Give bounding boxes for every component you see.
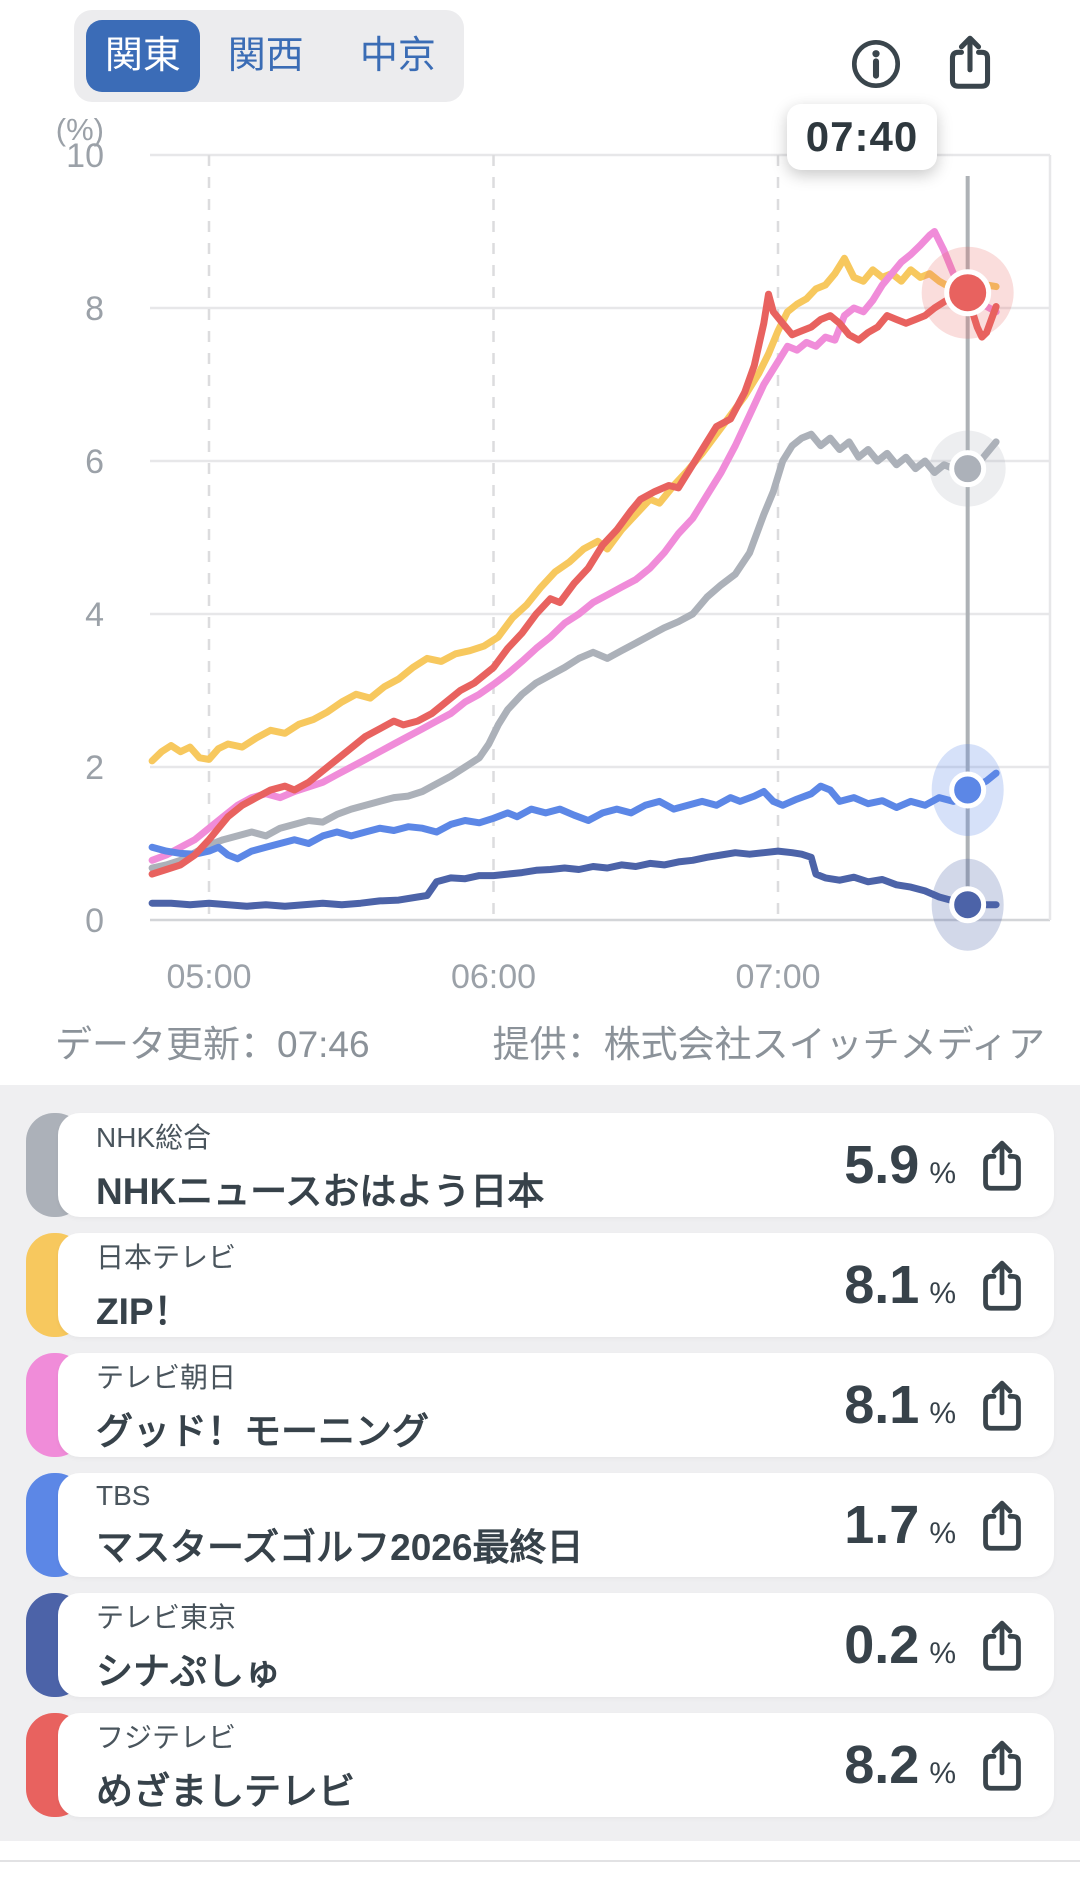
share-icon bbox=[983, 1500, 1021, 1551]
ratings-line-chart[interactable]: 10 8 6 4 2 0 (%) 05:00 06:00 07:00 bbox=[0, 100, 1080, 1000]
rating-value: 8.1 bbox=[844, 1375, 920, 1435]
rating-block: 5.9 % bbox=[844, 1134, 1028, 1196]
y-tick-label: 8 bbox=[85, 290, 104, 328]
x-tick-label: 06:00 bbox=[451, 958, 536, 996]
y-tick-label: 4 bbox=[85, 596, 104, 634]
channel-name: NHK総合 bbox=[96, 1121, 212, 1153]
program-title: ZIP！ bbox=[96, 1290, 191, 1332]
program-card: テレビ朝日 グッド！モーニング 8.1 % bbox=[58, 1353, 1054, 1457]
program-title: マスターズゴルフ2026最終日 bbox=[96, 1526, 584, 1568]
x-tick-label: 05:00 bbox=[166, 958, 251, 996]
tab-kanto[interactable]: 関東 bbox=[86, 20, 200, 92]
program-title: NHKニュースおはよう日本 bbox=[96, 1170, 545, 1212]
program-row[interactable]: テレビ東京 シナぷしゅ 0.2 % bbox=[26, 1593, 1054, 1697]
share-icon bbox=[983, 1620, 1021, 1671]
data-provider-label: 提供：株式会社スイッチメディア bbox=[492, 1024, 1045, 1065]
program-row[interactable]: NHK総合 NHKニュースおはよう日本 5.9 % bbox=[26, 1113, 1054, 1217]
info-icon bbox=[851, 39, 901, 89]
channel-name: TBS bbox=[96, 1479, 151, 1511]
program-row[interactable]: フジテレビ めざましテレビ 8.2 % bbox=[26, 1713, 1054, 1817]
share-program-button[interactable] bbox=[976, 1737, 1028, 1794]
program-title: グッド！モーニング bbox=[96, 1410, 429, 1452]
series-line bbox=[148, 228, 1000, 864]
program-title: シナぷしゅ bbox=[96, 1650, 281, 1692]
program-title: めざましテレビ bbox=[96, 1770, 355, 1812]
program-row[interactable]: 日本テレビ ZIP！ 8.1 % bbox=[26, 1233, 1054, 1337]
bottom-divider bbox=[0, 1860, 1080, 1862]
x-tick-label: 07:00 bbox=[735, 958, 820, 996]
rating-block: 1.7 % bbox=[844, 1494, 1028, 1556]
program-card: NHK総合 NHKニュースおはよう日本 5.9 % bbox=[58, 1113, 1054, 1217]
rating-value: 5.9 bbox=[844, 1135, 920, 1195]
series-line bbox=[148, 289, 1000, 878]
rating-value: 8.1 bbox=[844, 1255, 920, 1315]
share-icon bbox=[983, 1740, 1021, 1791]
share-button[interactable] bbox=[940, 32, 1000, 92]
channel-name: テレビ東京 bbox=[96, 1601, 237, 1633]
y-axis-unit-label: (%) bbox=[56, 112, 104, 147]
rating-block: 8.1 % bbox=[844, 1374, 1028, 1436]
program-card: 日本テレビ ZIP！ 8.1 % bbox=[58, 1233, 1054, 1337]
program-row[interactable]: TBS マスターズゴルフ2026最終日 1.7 % bbox=[26, 1473, 1054, 1577]
region-tabbar: 関東 関西 中京 bbox=[74, 10, 464, 102]
rating-unit: % bbox=[929, 1517, 956, 1550]
channel-name: フジテレビ bbox=[96, 1721, 237, 1753]
rating-unit: % bbox=[929, 1277, 956, 1310]
rating-unit: % bbox=[929, 1757, 956, 1790]
cursor-marker[interactable] bbox=[949, 886, 987, 924]
program-card: TBS マスターズゴルフ2026最終日 1.7 % bbox=[58, 1473, 1054, 1577]
series-line bbox=[148, 769, 1000, 863]
rating-unit: % bbox=[929, 1157, 956, 1190]
series-line bbox=[148, 254, 1000, 765]
tab-kansai[interactable]: 関西 bbox=[200, 20, 332, 92]
share-program-button[interactable] bbox=[976, 1257, 1028, 1314]
share-program-button[interactable] bbox=[976, 1377, 1028, 1434]
share-program-button[interactable] bbox=[976, 1137, 1028, 1194]
rating-value: 8.2 bbox=[844, 1735, 920, 1795]
rating-value: 0.2 bbox=[844, 1615, 920, 1675]
rating-block: 0.2 % bbox=[844, 1614, 1028, 1676]
series-line bbox=[148, 430, 1000, 872]
program-card: テレビ東京 シナぷしゅ 0.2 % bbox=[58, 1593, 1054, 1697]
channel-name: テレビ朝日 bbox=[96, 1361, 237, 1393]
series-line bbox=[148, 847, 1000, 910]
data-updated-label: データ更新：07:46 bbox=[55, 1024, 370, 1065]
share-program-button[interactable] bbox=[976, 1617, 1028, 1674]
rating-block: 8.2 % bbox=[844, 1734, 1028, 1796]
channel-name: 日本テレビ bbox=[96, 1241, 237, 1273]
share-icon bbox=[983, 1260, 1021, 1311]
program-list: NHK総合 NHKニュースおはよう日本 5.9 % bbox=[0, 1085, 1080, 1841]
rating-unit: % bbox=[929, 1397, 956, 1430]
program-row[interactable]: テレビ朝日 グッド！モーニング 8.1 % bbox=[26, 1353, 1054, 1457]
y-tick-label: 6 bbox=[85, 443, 104, 481]
cursor-time-tooltip: 07:40 bbox=[787, 104, 937, 170]
cursor-marker[interactable] bbox=[949, 450, 987, 488]
info-button[interactable] bbox=[848, 36, 904, 92]
rating-value: 1.7 bbox=[844, 1495, 920, 1555]
rating-block: 8.1 % bbox=[844, 1254, 1028, 1316]
share-icon bbox=[949, 35, 991, 89]
share-program-button[interactable] bbox=[976, 1497, 1028, 1554]
program-card: フジテレビ めざましテレビ 8.2 % bbox=[58, 1713, 1054, 1817]
rating-unit: % bbox=[929, 1637, 956, 1670]
y-tick-label: 10 bbox=[66, 137, 104, 175]
chart-meta: データ更新：07:46 提供：株式会社スイッチメディア bbox=[55, 1014, 1045, 1068]
cursor-marker[interactable] bbox=[944, 269, 992, 317]
share-icon bbox=[983, 1380, 1021, 1431]
y-tick-label: 2 bbox=[85, 749, 104, 787]
tab-chukyo[interactable]: 中京 bbox=[332, 20, 464, 92]
share-icon bbox=[983, 1140, 1021, 1191]
cursor-marker[interactable] bbox=[949, 771, 987, 809]
y-tick-label: 0 bbox=[85, 902, 104, 940]
